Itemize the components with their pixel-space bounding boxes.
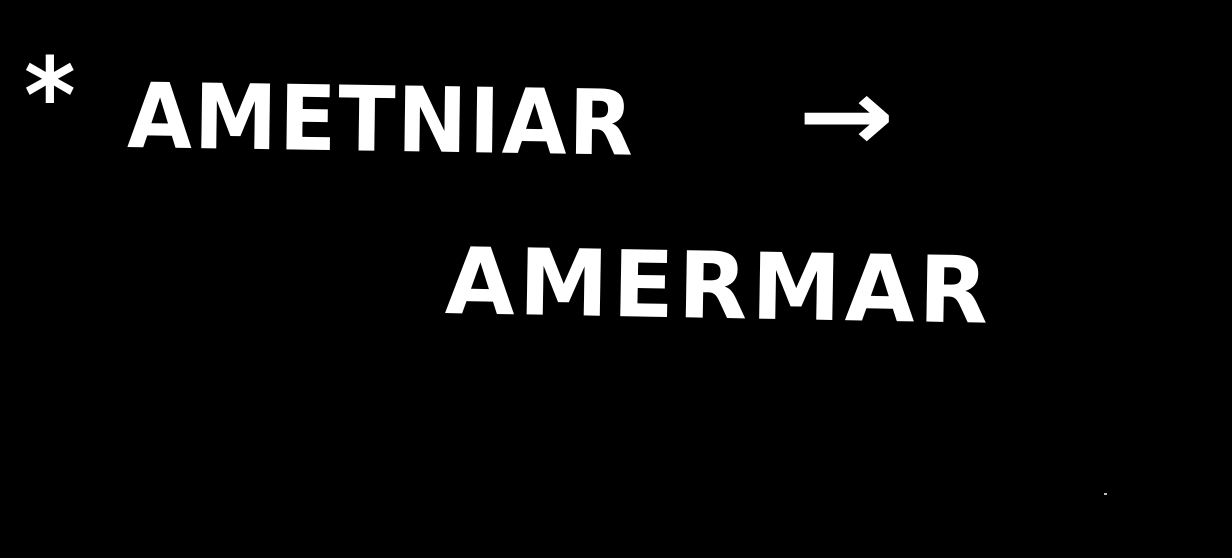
result-word: AMERMAR [444,228,993,345]
arrow-icon: → [798,57,895,174]
asterisk-marker: * [24,35,76,157]
source-word: AMETNIAR [126,64,636,177]
ink-speck [1104,493,1107,495]
